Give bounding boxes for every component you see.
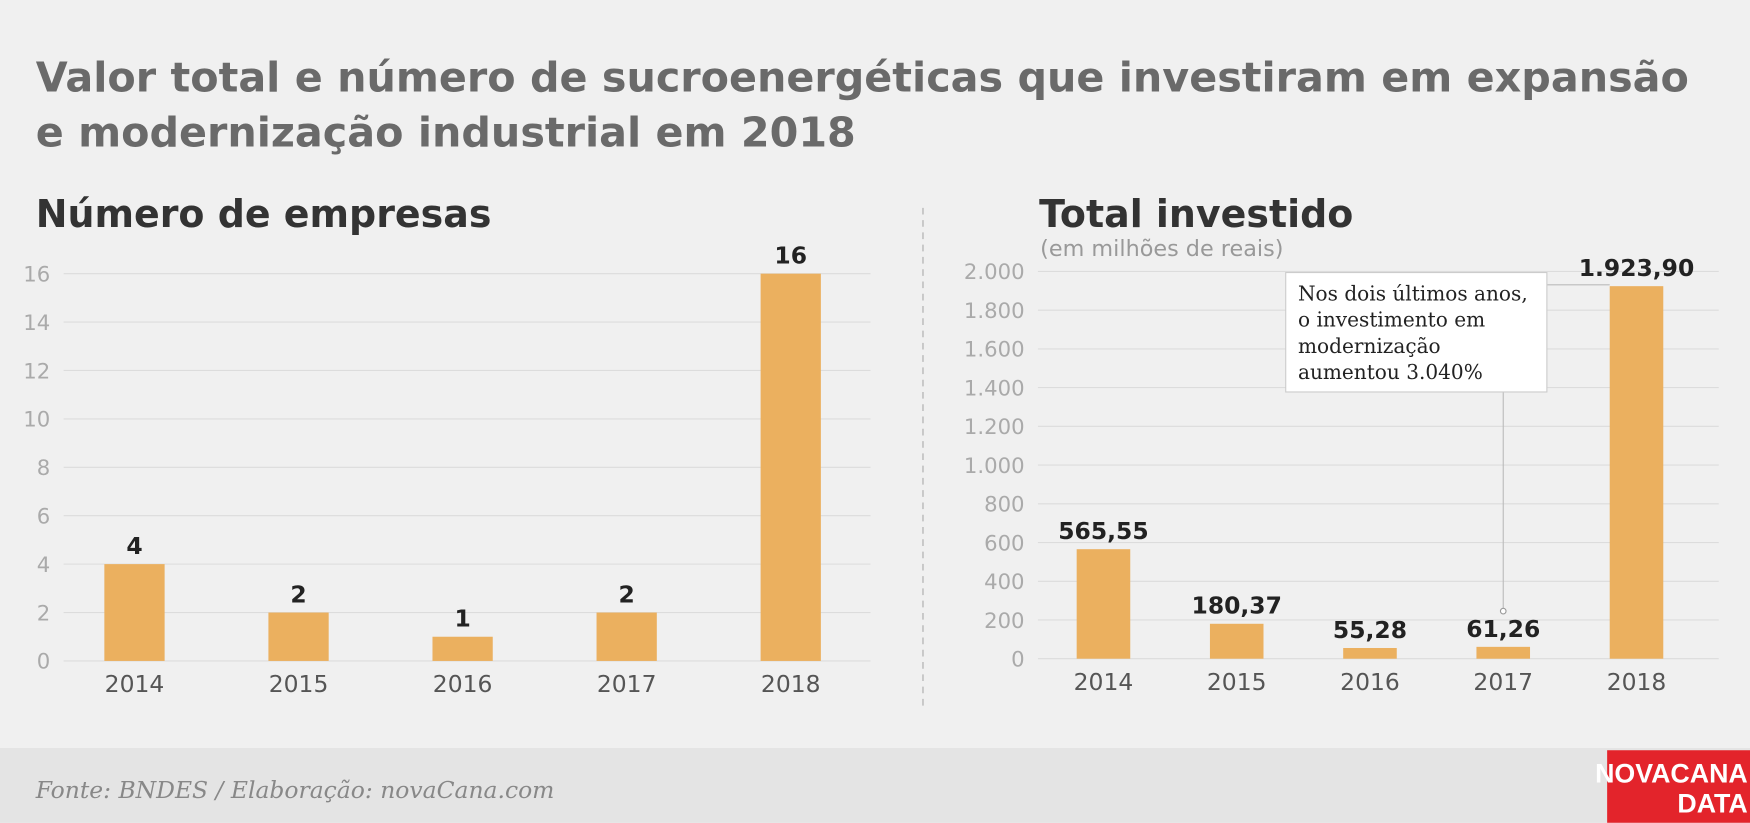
chart-title: Número de empresas [36, 192, 492, 236]
y-tick-label: 2 [37, 600, 50, 625]
value-label: 61,26 [1466, 615, 1540, 643]
value-label: 16 [774, 242, 807, 270]
chart-subtitle: (em milhões de reais) [1040, 236, 1283, 262]
x-tick-label: 2016 [1340, 668, 1400, 696]
annotation-text: aumentou 3.040% [1298, 360, 1483, 384]
logo-box [1607, 750, 1750, 823]
y-tick-label: 0 [1011, 647, 1024, 672]
value-label: 2 [290, 580, 306, 608]
x-tick-label: 2018 [1607, 668, 1667, 696]
x-tick-label: 2014 [1074, 668, 1134, 696]
y-tick-label: 800 [984, 492, 1024, 517]
logo-text: NOVACANA [1595, 759, 1748, 789]
y-tick-label: 400 [984, 569, 1024, 594]
bar [1609, 286, 1664, 659]
value-label: 4 [126, 532, 142, 560]
annotation-dot [1499, 607, 1507, 615]
annotation-text: modernização [1298, 334, 1441, 358]
x-tick-label: 2014 [105, 670, 165, 698]
bar [760, 273, 821, 661]
y-tick-label: 1.600 [964, 337, 1025, 362]
y-tick-label: 1.400 [964, 375, 1025, 400]
bar [1209, 623, 1264, 659]
bar [104, 564, 165, 661]
y-tick-label: 14 [23, 310, 50, 335]
y-tick-label: 1.000 [964, 453, 1025, 478]
y-tick-label: 0 [37, 649, 50, 674]
value-label: 2 [619, 580, 635, 608]
y-tick-label: 6 [37, 504, 50, 529]
y-tick-label: 1.200 [964, 414, 1025, 439]
footer-band [0, 747, 1750, 823]
y-tick-label: 12 [23, 358, 50, 383]
annotation-text: Nos dois últimos anos, [1298, 281, 1528, 305]
y-tick-label: 4 [37, 552, 50, 577]
y-tick-label: 2.000 [964, 259, 1025, 284]
value-label: 55,28 [1333, 616, 1407, 644]
y-tick-label: 200 [984, 608, 1024, 633]
y-tick-label: 10 [23, 407, 50, 432]
bar [1076, 549, 1131, 659]
y-tick-label: 600 [984, 530, 1024, 555]
value-label: 565,55 [1058, 517, 1148, 545]
bar [596, 612, 657, 661]
title-line: e modernização industrial em 2018 [36, 108, 856, 156]
x-tick-label: 2016 [433, 670, 493, 698]
x-tick-label: 2017 [597, 670, 657, 698]
value-label: 1.923,90 [1579, 254, 1695, 282]
annotation-box [1285, 271, 1548, 393]
x-tick-label: 2015 [1207, 668, 1267, 696]
y-tick-label: 1.800 [964, 298, 1025, 323]
annotation-text: o investimento em [1298, 308, 1485, 332]
title-line: Valor total e número de sucroenergéticas… [36, 54, 1689, 102]
bar [268, 612, 329, 661]
bar [432, 636, 493, 661]
source: Fonte: BNDES / Elaboração: novaCana.com [35, 776, 555, 804]
x-tick-label: 2018 [761, 670, 821, 698]
x-tick-label: 2017 [1473, 668, 1533, 696]
value-label: 1 [454, 605, 470, 633]
bar [1476, 646, 1531, 659]
bar [1343, 648, 1397, 659]
value-label: 180,37 [1192, 592, 1282, 620]
chart-title: Total investido [1039, 192, 1353, 236]
y-tick-label: 8 [37, 455, 50, 480]
logo-text: DATA [1677, 789, 1747, 819]
x-tick-label: 2015 [269, 670, 329, 698]
y-tick-label: 16 [23, 261, 50, 286]
